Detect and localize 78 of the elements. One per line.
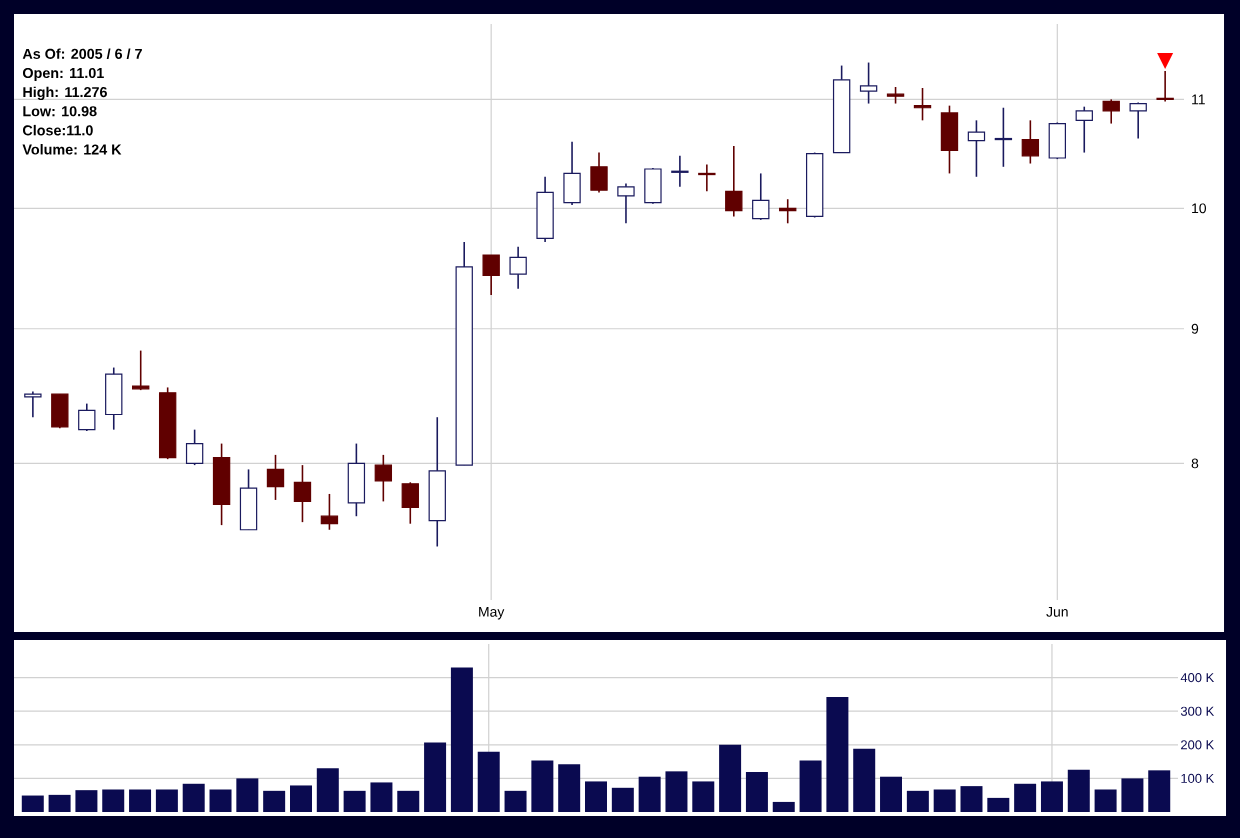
bar: [987, 797, 1010, 812]
bar: [182, 783, 205, 812]
bar: [692, 781, 715, 812]
candlestick: [401, 481, 419, 525]
candlestick: [132, 349, 150, 391]
candlestick: [536, 175, 554, 243]
bar: [906, 790, 929, 812]
bar: [611, 787, 634, 812]
bar: [129, 789, 152, 812]
candlestick: [51, 393, 69, 430]
bar: [343, 790, 366, 812]
bar: [263, 790, 286, 812]
bar: [504, 790, 527, 812]
candlestick: [698, 163, 716, 193]
bar: [665, 771, 688, 812]
candlestick: [940, 104, 959, 175]
candlestick: [563, 140, 581, 206]
candlestick: [347, 442, 366, 518]
bar: [638, 776, 661, 812]
bar: [745, 772, 768, 812]
candlestick: [266, 454, 285, 501]
candlestick: [212, 442, 231, 526]
bar: [236, 778, 259, 812]
candlestick: [185, 428, 204, 466]
candlestick: [239, 468, 258, 531]
bar: [1148, 770, 1171, 812]
candlestick: [859, 61, 878, 105]
bar: [960, 786, 983, 812]
candlestick: [590, 151, 608, 194]
bar: [370, 782, 393, 812]
bar: [155, 789, 178, 812]
candlestick: [1021, 119, 1040, 165]
bar: [772, 801, 795, 812]
bar: [558, 764, 581, 812]
bar: [531, 760, 554, 812]
candlestick: [482, 254, 500, 296]
candlestick: [1102, 98, 1120, 125]
bar: [1067, 769, 1090, 812]
bar: [450, 667, 473, 812]
bar: [853, 748, 876, 812]
bar: [1094, 789, 1117, 812]
bar: [477, 751, 500, 812]
bar: [880, 776, 903, 812]
candlestick: [725, 145, 743, 218]
bar: [1040, 781, 1063, 812]
bar: [826, 697, 849, 812]
candlestick: [105, 366, 123, 431]
bar: [585, 781, 607, 812]
candlestick: [967, 119, 986, 178]
candlestick: [320, 493, 339, 531]
bar: [316, 768, 339, 812]
bar: [933, 789, 956, 812]
candlestick: [617, 182, 635, 225]
bar: [397, 790, 420, 812]
candlestick: [1129, 101, 1147, 140]
candlestick: [1075, 105, 1093, 154]
candlestick: [1156, 70, 1174, 103]
bar: [289, 785, 312, 812]
bar: [48, 794, 71, 812]
candlestick: [78, 402, 96, 432]
bar: [209, 789, 232, 812]
candlestick: [1048, 121, 1066, 160]
bar: [75, 790, 98, 812]
bar: [102, 789, 125, 812]
bar: [424, 742, 447, 812]
candlestick: [644, 167, 662, 205]
candlestick: [374, 454, 393, 503]
candlestick: [913, 87, 932, 122]
candlestick: [671, 155, 689, 188]
bar: [21, 795, 44, 812]
candlestick: [293, 464, 312, 523]
candlestick: [24, 390, 42, 419]
bar: [1014, 783, 1037, 812]
candlestick: [752, 172, 770, 221]
bar: [799, 760, 822, 812]
bar: [1121, 778, 1144, 812]
candlestick: [509, 245, 527, 290]
bar: [719, 744, 742, 812]
